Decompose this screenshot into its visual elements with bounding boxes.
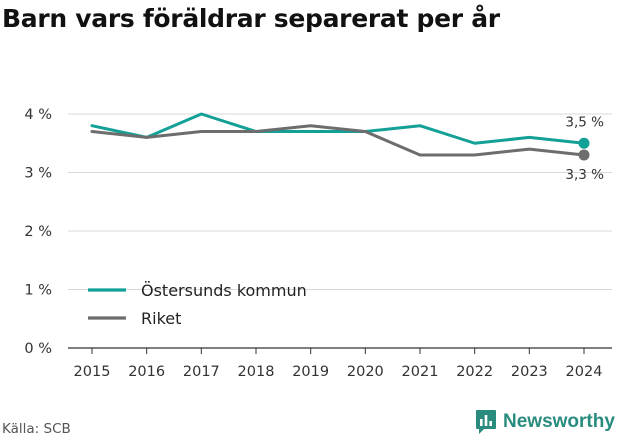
x-tick-label: 2023 (511, 364, 548, 380)
legend: Östersunds kommun Riket (88, 281, 307, 328)
end-labels: 3,5 % 3,3 % (565, 114, 604, 183)
series-line (90, 124, 586, 157)
series-line (90, 112, 586, 145)
brand-name: Newsworthy (503, 411, 615, 432)
x-tick-label: 2017 (183, 364, 220, 380)
end-points (578, 137, 590, 161)
y-axis: 0 % 1 % 2 % 3 % 4 % (24, 107, 52, 357)
x-tick-label: 2015 (74, 364, 111, 380)
legend-label: Riket (141, 309, 181, 328)
gridlines (68, 113, 612, 290)
end-point (578, 149, 590, 161)
chart-title: Barn vars föräldrar separerat per år (2, 4, 500, 33)
source-note: Källa: SCB (2, 421, 71, 437)
y-tick-label: 1 % (24, 283, 52, 299)
x-tick-label: 2022 (456, 364, 493, 380)
y-tick-label: 2 % (24, 224, 52, 240)
x-tick-label: 2018 (238, 364, 275, 380)
brand-logo[interactable]: Newsworthy (475, 408, 615, 436)
newsworthy-logo-icon (476, 410, 496, 434)
y-tick-label: 3 % (24, 166, 52, 182)
legend-label: Östersunds kommun (141, 281, 307, 300)
y-tick-label: 0 % (24, 341, 52, 357)
series-lines (90, 112, 586, 157)
x-tick-label: 2024 (566, 364, 603, 380)
y-tick-label: 4 % (24, 107, 52, 123)
end-point (578, 137, 590, 149)
x-axis: 2015 2016 2017 2018 2019 2020 2021 2022 2023 2024 (68, 347, 612, 380)
end-label: 3,3 % (565, 167, 604, 183)
x-tick-label: 2021 (402, 364, 439, 380)
x-tick-label: 2019 (292, 364, 329, 380)
end-label: 3,5 % (565, 114, 604, 130)
x-tick-label: 2016 (128, 364, 165, 380)
x-tick-label: 2020 (347, 364, 384, 380)
line-chart: 0 % 1 % 2 % 3 % 4 % 2015 2016 2017 2018 2019 2020… (24, 107, 612, 380)
